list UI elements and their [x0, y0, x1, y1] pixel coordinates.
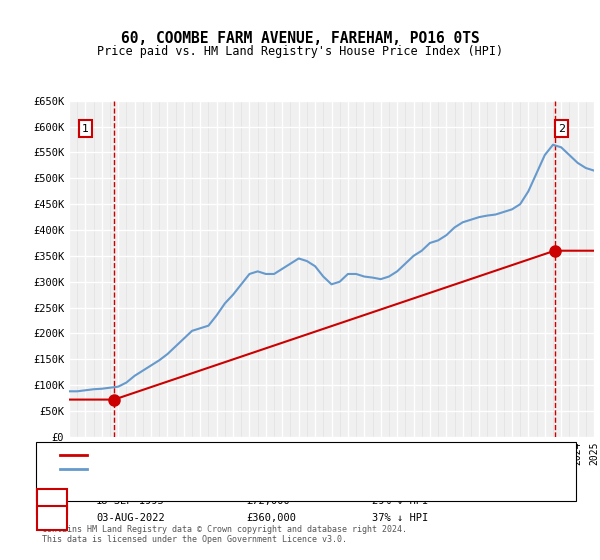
Text: 18-SEP-1995: 18-SEP-1995 [96, 496, 165, 506]
Text: 2: 2 [49, 513, 56, 523]
Text: £72,000: £72,000 [246, 496, 290, 506]
Text: 37% ↓ HPI: 37% ↓ HPI [372, 513, 428, 523]
Text: 60, COOMBE FARM AVENUE, FAREHAM, PO16 0TS: 60, COOMBE FARM AVENUE, FAREHAM, PO16 0T… [121, 31, 479, 46]
Text: 1: 1 [49, 496, 56, 506]
Text: £360,000: £360,000 [246, 513, 296, 523]
Text: 60, COOMBE FARM AVENUE, FAREHAM, PO16 0TS (detached house): 60, COOMBE FARM AVENUE, FAREHAM, PO16 0T… [93, 450, 434, 460]
Text: Contains HM Land Registry data © Crown copyright and database right 2024.
This d: Contains HM Land Registry data © Crown c… [42, 525, 407, 544]
Text: Price paid vs. HM Land Registry's House Price Index (HPI): Price paid vs. HM Land Registry's House … [97, 45, 503, 58]
Text: HPI: Average price, detached house, Fareham: HPI: Average price, detached house, Fare… [93, 464, 346, 474]
Text: 03-AUG-2022: 03-AUG-2022 [96, 513, 165, 523]
Text: 1: 1 [82, 124, 89, 134]
Text: 2: 2 [558, 124, 565, 134]
Text: 29% ↓ HPI: 29% ↓ HPI [372, 496, 428, 506]
